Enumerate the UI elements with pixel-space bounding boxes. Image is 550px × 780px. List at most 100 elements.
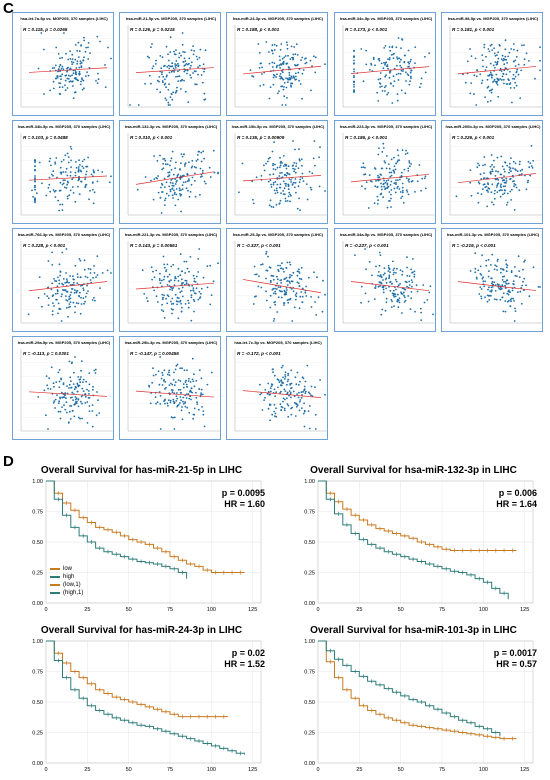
scatter-point (274, 290, 277, 293)
scatter-point (189, 67, 192, 69)
scatter-point (302, 376, 304, 379)
scatter-title: hsa-miR-98-5p vs. MGP205, 370 samples (L… (448, 16, 539, 21)
scatter-point (309, 405, 312, 407)
scatter-point (177, 388, 180, 391)
correlation-annotation: R = 0.173, p < 0.001 (345, 27, 388, 32)
scatter-point (155, 295, 158, 298)
scatter-point (295, 191, 298, 194)
scatter-point (64, 89, 67, 92)
scatter-point (159, 154, 162, 157)
scatter-point (202, 63, 205, 66)
trend-line (243, 390, 322, 398)
scatter-point (78, 74, 81, 76)
survival-curve-low (46, 640, 228, 718)
scatter-point (298, 282, 301, 285)
scatter-point (394, 168, 396, 171)
scatter-point (161, 191, 164, 193)
scatter-point (162, 167, 165, 170)
scatter-point (302, 390, 305, 393)
plot-frame (317, 480, 534, 604)
scatter-point (380, 282, 383, 285)
scatter-point (387, 179, 389, 181)
scatter-point (95, 276, 97, 278)
scatter-point (267, 255, 270, 258)
scatter-title: hsa-miR-29b-3p vs. MGP205, 370 samples (… (125, 340, 218, 345)
scatter-point (322, 279, 325, 282)
scatter-point (182, 174, 184, 177)
scatter-point (82, 167, 85, 169)
scatter-point (163, 369, 166, 372)
scatter-point (389, 280, 392, 283)
scatter-point (65, 281, 68, 284)
scatter-point (390, 158, 393, 161)
survival-curve-high (318, 640, 501, 737)
scatter-point (504, 259, 507, 262)
scatter-point (390, 300, 393, 303)
scatter-point (271, 50, 274, 52)
scatter-point (388, 76, 390, 79)
scatter-point (172, 91, 175, 94)
scatter-point (400, 195, 403, 198)
scatter-point (189, 74, 192, 77)
scatter-point (279, 202, 282, 204)
scatter-point (500, 79, 503, 81)
scatter-point (408, 275, 411, 277)
scatter-point (85, 183, 87, 186)
x-tick-label: 25 (356, 767, 362, 773)
scatter-point (196, 275, 198, 278)
scatter-point (164, 159, 167, 162)
scatter-point (522, 289, 525, 292)
scatter-point (79, 400, 82, 403)
scatter-point (374, 179, 377, 182)
scatter-point (485, 259, 487, 262)
scatter-point (403, 60, 405, 63)
scatter-point (363, 187, 366, 190)
scatter-point (168, 59, 170, 62)
scatter-point (92, 388, 94, 391)
scatter-point (188, 377, 190, 380)
scatter-point (310, 188, 313, 191)
scatter-point (493, 189, 496, 192)
scatter-point (476, 166, 478, 169)
scatter-point (288, 67, 291, 69)
scatter-point (178, 52, 181, 55)
scatter-point (41, 305, 43, 308)
scatter-point (164, 82, 167, 85)
scatter-point (506, 164, 508, 167)
scatter-point (479, 73, 481, 76)
scatter-point (283, 388, 286, 391)
legend-label: high (63, 574, 75, 580)
plot-frame (317, 640, 534, 764)
scatter-point (288, 188, 290, 191)
scatter-point (379, 254, 381, 256)
hazard-ratio: HR = 1.60 (224, 499, 265, 509)
correlation-annotation: R = 0.103, p = 0.0488 (23, 135, 68, 140)
scatter-point (493, 298, 496, 301)
scatter-point (34, 177, 36, 179)
scatter-point (59, 410, 62, 413)
scatter-point (504, 48, 506, 51)
scatter-point (284, 292, 287, 295)
scatter-point (481, 79, 484, 82)
scatter-point (490, 191, 493, 194)
scatter-point (186, 406, 189, 409)
scatter-point (193, 277, 196, 280)
scatter-point (60, 78, 62, 81)
scatter-point (411, 258, 414, 260)
y-tick-label: 0.00 (32, 761, 43, 767)
scatter-point (413, 62, 416, 64)
scatter-point (278, 64, 281, 67)
scatter-point (151, 278, 154, 281)
scatter-point (148, 56, 151, 59)
scatter-point (302, 180, 305, 182)
scatter-point (383, 63, 386, 66)
scatter-point (61, 203, 64, 206)
scatter-point (91, 425, 94, 428)
scatter-point (199, 369, 201, 372)
scatter-point (281, 290, 284, 293)
scatter-point (259, 383, 262, 386)
scatter-point (74, 78, 77, 80)
scatter-point (379, 193, 381, 196)
scatter-point (43, 93, 45, 95)
